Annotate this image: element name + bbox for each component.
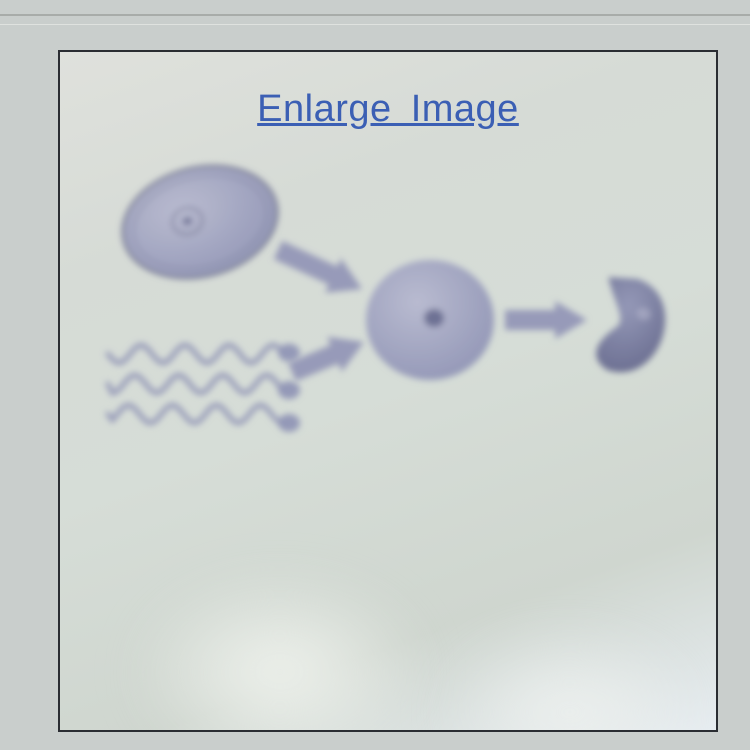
sperm-group (108, 344, 300, 432)
arrow-icon (505, 301, 587, 339)
fertilization-diagram (60, 52, 718, 732)
arrow-icon (270, 233, 370, 306)
embryo (581, 270, 677, 383)
app-top-divider-light (0, 24, 750, 25)
egg-cell (111, 151, 288, 294)
zygote-cell (366, 260, 494, 380)
diagram-panel: Enlarge Image (58, 50, 718, 732)
app-top-divider (0, 14, 750, 16)
